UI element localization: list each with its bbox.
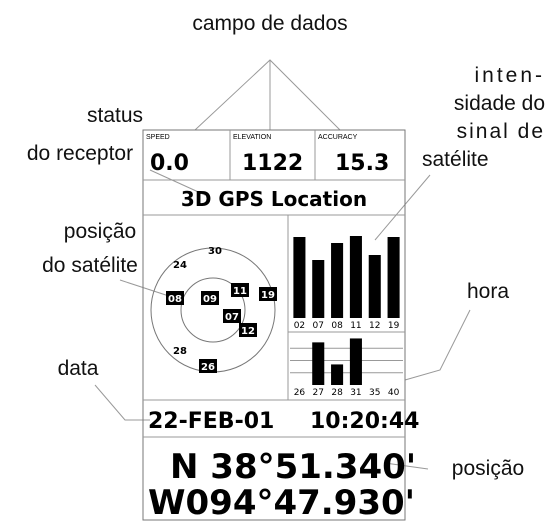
longitude: W094°47.930': [148, 483, 415, 523]
signal-bar: [388, 237, 400, 318]
satellite-label: 24: [173, 260, 187, 271]
label-time: hora: [467, 280, 509, 303]
signal-bar: [350, 338, 362, 385]
label-data-fields: campo de dados: [192, 12, 347, 35]
bar-label: 07: [313, 321, 324, 331]
callout: [375, 175, 430, 240]
label-status: status: [87, 104, 143, 127]
label-sat-pos: posição: [64, 220, 136, 243]
satellite-label: 26: [201, 362, 215, 373]
bar-label: 19: [388, 321, 400, 331]
bar-label: 35: [369, 388, 380, 398]
field-value: 0.0: [150, 151, 189, 176]
bar-label: 02: [294, 321, 305, 331]
bar-label: 08: [331, 321, 343, 331]
bar-label: 11: [350, 321, 361, 331]
latitude: N 38°51.340': [170, 447, 416, 487]
time: 10:20:44: [310, 409, 419, 434]
bar-label: 27: [313, 388, 324, 398]
field-label: SPEED: [146, 134, 170, 141]
signal-bar: [331, 364, 343, 385]
callout: [95, 385, 150, 420]
receiver-status: 3D GPS Location: [181, 187, 367, 211]
field-value: 1122: [242, 151, 303, 176]
satellite-label: 08: [168, 294, 182, 305]
satellite-label: 28: [173, 346, 187, 357]
bar-label: 26: [294, 388, 306, 398]
label-signal: sinal de: [457, 120, 545, 143]
field-label: ACCURACY: [318, 134, 358, 141]
label-signal: sidade do: [454, 92, 545, 115]
satellite-label: 09: [203, 294, 217, 305]
callout: [195, 60, 340, 130]
field-label: ELEVATION: [233, 134, 271, 141]
label-sat-pos: do satélite: [42, 254, 138, 277]
satellite-label: 07: [225, 312, 239, 323]
label-position: posição: [452, 457, 524, 480]
signal-bar: [350, 236, 362, 318]
signal-bar: [312, 260, 324, 318]
date: 22-FEB-01: [148, 409, 274, 434]
bar-label: 31: [350, 388, 361, 398]
bar-label: 40: [388, 388, 400, 398]
signal-bar: [369, 255, 381, 318]
signal-bar: [331, 243, 343, 318]
label-signal: satélite: [422, 148, 489, 171]
field-value: 15.3: [335, 151, 389, 176]
satellite-label: 11: [233, 286, 247, 297]
label-signal: inten-: [474, 64, 545, 87]
diagram: campo de dados inten- sidade do sinal de…: [0, 0, 551, 523]
signal-bar: [312, 342, 324, 385]
satellite-label: 19: [261, 290, 275, 301]
callout: [405, 310, 470, 380]
bar-label: 28: [331, 388, 343, 398]
signal-bar: [293, 237, 305, 318]
bar-label: 12: [369, 321, 380, 331]
label-status: do receptor: [27, 142, 133, 165]
satellite-label: 30: [208, 246, 222, 257]
satellite-label: 12: [241, 326, 255, 337]
label-date: data: [58, 357, 99, 380]
